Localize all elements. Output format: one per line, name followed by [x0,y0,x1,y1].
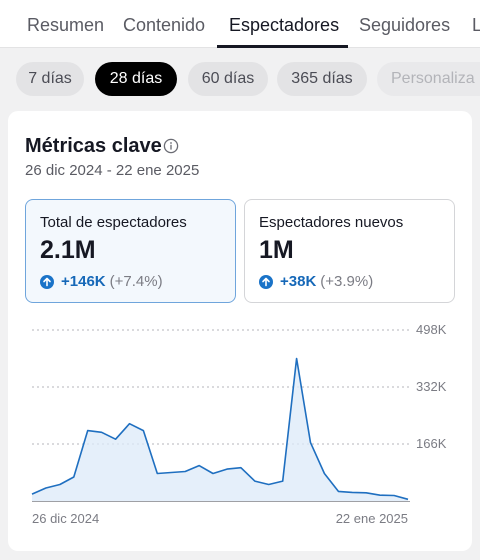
x-axis-start-label: 26 dic 2024 [32,511,99,526]
range-28-days[interactable]: 28 días [95,62,177,96]
range-7-days[interactable]: 7 días [16,62,84,96]
tab-espectadores[interactable]: Espectadores [229,15,340,35]
range-custom[interactable]: Personaliza [377,62,480,96]
range-60-days[interactable]: 60 días [188,62,268,96]
card-date-range: 26 dic 2024 - 22 ene 2025 [25,162,200,179]
metric-change: +38K (+3.9%) [259,273,373,290]
info-icon[interactable] [163,138,179,154]
key-metrics-card: Métricas clave 26 dic 2024 - 22 ene 2025… [8,111,472,551]
metric-change: +146K (+7.4%) [40,273,163,290]
date-range-selector: 7 días 28 días 60 días 365 días Personal… [0,48,480,110]
y-axis-ticks: 166K 332K 498K [416,322,447,451]
metric-total-viewers[interactable]: Total de espectadores 2.1M +146K (+7.4%) [25,199,236,303]
metric-delta: +146K [61,273,106,290]
metric-delta: +38K [280,273,317,290]
tab-seguidores[interactable]: Seguidores [359,15,451,35]
chart-line [31,357,409,501]
metric-new-viewers[interactable]: Espectadores nuevos 1M +38K (+3.9%) [244,199,455,303]
tab-contenido[interactable]: Contenido [123,15,206,35]
chart-area [32,358,408,501]
arrow-up-icon [40,274,54,289]
tab-overflow[interactable]: L [472,15,480,35]
viewers-chart[interactable]: 166K 332K 498K 26 dic 2024 22 ene 2025 [8,311,472,551]
y-tick-label: 332K [416,379,447,394]
metric-label: Espectadores nuevos [259,214,404,231]
metric-percent: (+3.9%) [320,273,374,290]
chart-grid [32,329,410,445]
y-tick-label: 166K [416,436,447,451]
range-365-days[interactable]: 365 días [277,62,367,96]
metric-label: Total de espectadores [40,214,187,231]
y-tick-label: 498K [416,322,447,337]
metric-value: 1M [259,236,294,264]
active-tab-indicator [217,45,348,48]
metric-percent: (+7.4%) [109,273,163,290]
x-axis-end-label: 22 ene 2025 [336,511,408,526]
tab-bar: Resumen Contenido Espectadores Seguidore… [0,0,480,48]
arrow-up-icon [259,274,273,289]
tab-resumen[interactable]: Resumen [27,15,105,35]
card-title: Métricas clave [25,135,162,157]
metric-value: 2.1M [40,236,96,264]
